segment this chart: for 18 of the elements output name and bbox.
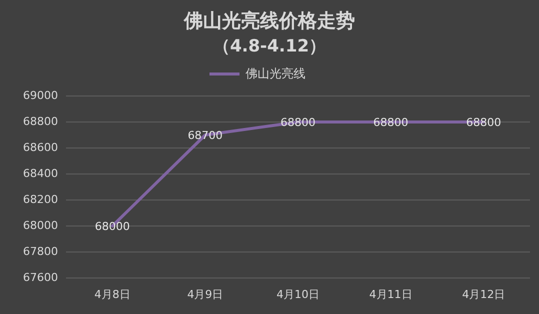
y-tick-label: 68800 bbox=[23, 115, 58, 128]
y-tick-label: 68200 bbox=[23, 193, 58, 206]
x-tick-label: 4月10日 bbox=[276, 288, 320, 302]
data-label: 68000 bbox=[94, 220, 130, 234]
x-tick-label: 4月8日 bbox=[94, 288, 130, 302]
title: 佛山光亮线价格走势 bbox=[184, 10, 355, 32]
y-tick-label: 68600 bbox=[23, 141, 58, 154]
x-tick-label: 4月9日 bbox=[187, 288, 224, 302]
y-tick-label: 68000 bbox=[23, 219, 58, 232]
subtitle: （4.8-4.12） bbox=[212, 36, 326, 57]
legend-label: 佛山光亮线 bbox=[246, 66, 306, 80]
x-tick-label: 4月11日 bbox=[369, 288, 412, 302]
x-tick-label: 4月12日 bbox=[462, 288, 506, 302]
y-tick-label: 67800 bbox=[23, 245, 58, 258]
data-label: 68800 bbox=[466, 116, 502, 130]
y-tick-label: 69000 bbox=[23, 89, 58, 102]
y-tick-label: 68400 bbox=[23, 167, 58, 180]
y-tick-label: 67600 bbox=[23, 271, 58, 284]
